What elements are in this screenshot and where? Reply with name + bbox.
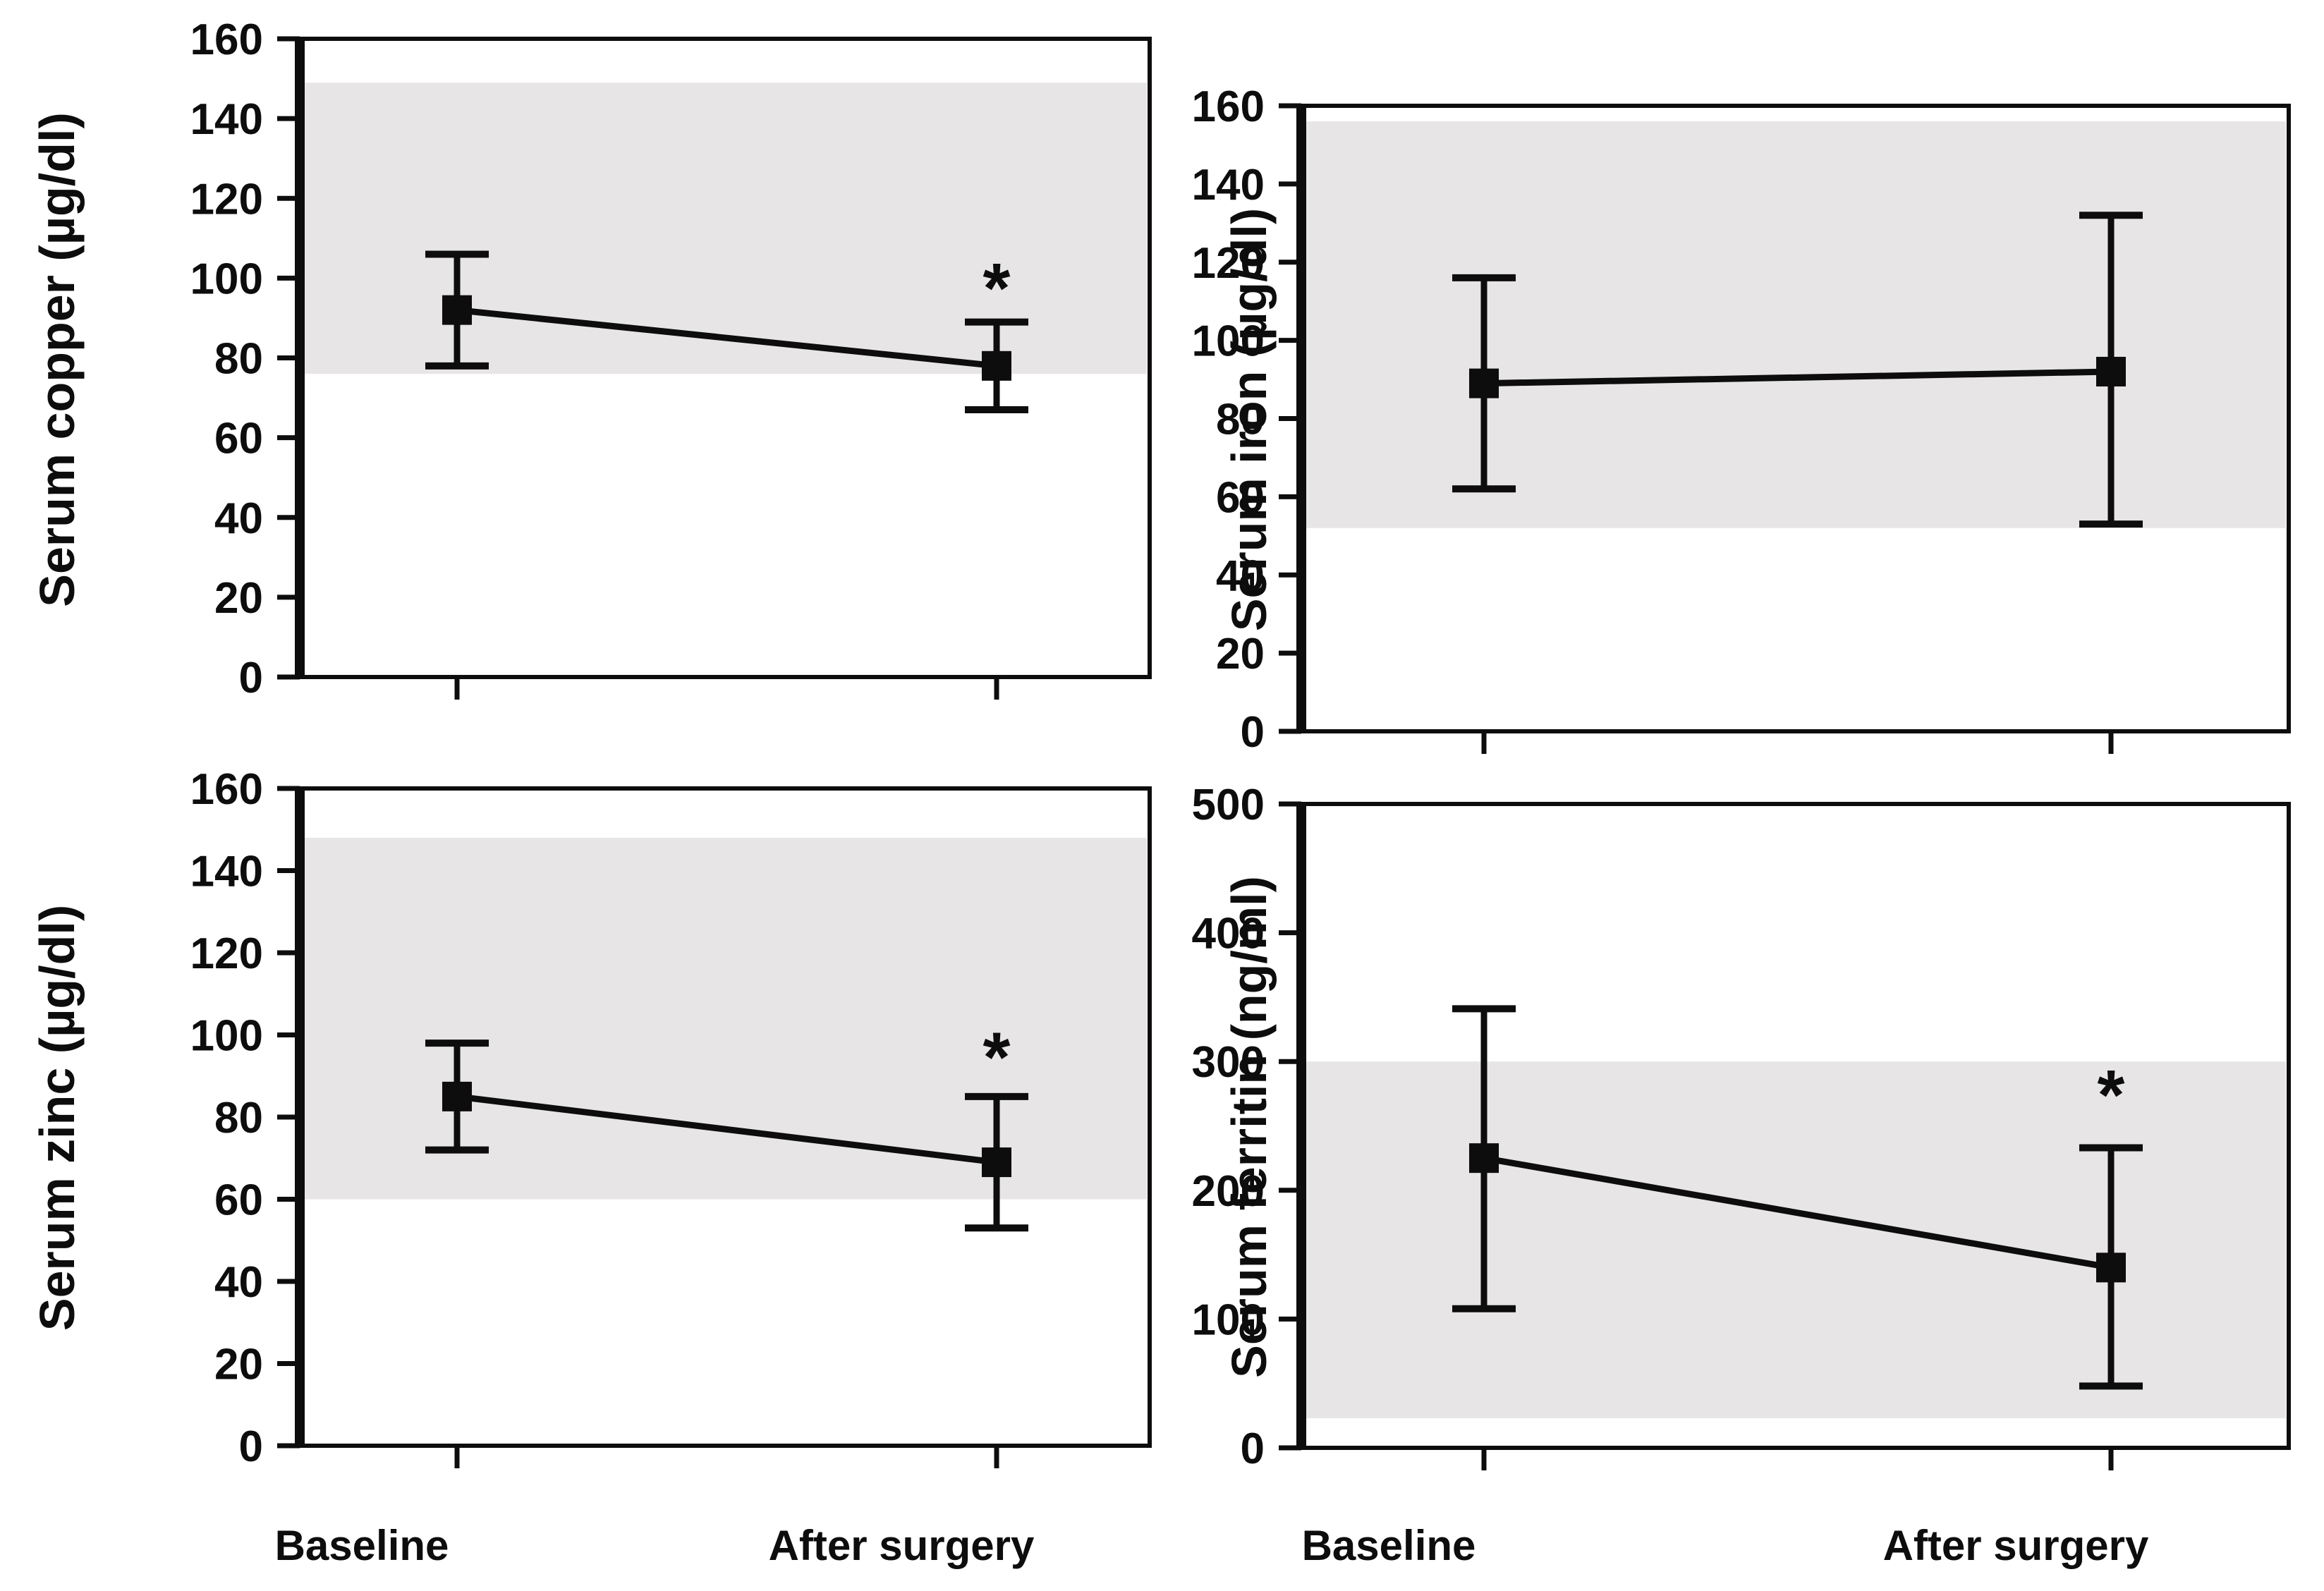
y-tick-label: 100 xyxy=(190,1012,263,1061)
y-tick-label: 0 xyxy=(239,654,263,702)
x-axis-label-after-surgery: After surgery xyxy=(769,1522,1035,1569)
significance-asterisk: * xyxy=(983,1018,1011,1097)
y-axis-title-ferritin: Serum ferritin (ng/ml) xyxy=(1222,876,1277,1378)
x-axis-label-baseline: Baseline xyxy=(275,1522,449,1569)
y-tick-label: 60 xyxy=(214,1176,263,1225)
y-axis-title-copper: Serum copper (µg/dl) xyxy=(30,112,85,607)
y-tick-label: 120 xyxy=(190,175,263,224)
y-tick-label: 80 xyxy=(1216,396,1265,444)
panel-top-right: 0 20 40 60 80 100 120 140 160 xyxy=(1192,83,2291,757)
trend-line xyxy=(1483,368,2112,387)
y-tick-label: 160 xyxy=(190,16,263,64)
panel-bottom-left: 0 20 40 60 80 100 120 140 160 * xyxy=(190,765,1152,1471)
mean-marker xyxy=(442,1081,472,1111)
y-tick-label: 80 xyxy=(214,335,263,384)
y-tick-label: 80 xyxy=(214,1094,263,1142)
trend-line xyxy=(456,307,997,370)
trend-line xyxy=(456,1093,997,1166)
y-tick-label: 120 xyxy=(1192,239,1265,288)
significance-asterisk: * xyxy=(2098,1056,2125,1135)
y-tick-label: 0 xyxy=(1241,1425,1265,1473)
y-tick-label: 160 xyxy=(190,765,263,814)
mean-marker xyxy=(2096,1252,2126,1283)
y-tick-label: 140 xyxy=(190,848,263,896)
y-tick-label: 40 xyxy=(1216,551,1265,600)
y-tick-label: 100 xyxy=(190,255,263,303)
y-axis-title-zinc: Serum zinc (µg/dl) xyxy=(30,905,85,1331)
y-tick-label: 60 xyxy=(214,415,263,463)
x-axis-label-baseline: Baseline xyxy=(1302,1522,1476,1569)
y-tick-label: 0 xyxy=(1241,708,1265,757)
y-tick-label: 20 xyxy=(1216,630,1265,678)
mean-marker xyxy=(2096,356,2126,386)
mean-marker xyxy=(1469,368,1499,398)
y-tick-label: 100 xyxy=(1192,317,1265,366)
reference-range-band xyxy=(303,837,1147,1200)
mean-marker xyxy=(442,295,472,325)
y-tick-label: 120 xyxy=(190,929,263,978)
mean-marker xyxy=(982,350,1011,381)
panel-bottom-right: 0 100 200 300 400 500 * xyxy=(1192,781,2291,1473)
significance-asterisk: * xyxy=(983,249,1011,328)
y-tick-label: 100 xyxy=(1192,1296,1265,1344)
x-axis-label-after-surgery: After surgery xyxy=(1883,1522,2149,1569)
mean-marker xyxy=(1469,1143,1499,1174)
reference-range-band xyxy=(303,83,1147,374)
y-tick-label: 140 xyxy=(1192,161,1265,209)
y-tick-label: 140 xyxy=(190,95,263,144)
y-tick-label: 400 xyxy=(1192,910,1265,958)
mean-marker xyxy=(982,1147,1011,1178)
y-tick-label: 300 xyxy=(1192,1038,1265,1087)
y-tick-label: 60 xyxy=(1216,473,1265,522)
reference-range-band xyxy=(1304,1061,2286,1419)
y-axis-title-iron: Serum iron (µg/dl) xyxy=(1222,208,1277,631)
y-tick-label: 200 xyxy=(1192,1167,1265,1216)
reference-range-band xyxy=(1304,121,2286,528)
y-tick-label: 20 xyxy=(214,1341,263,1389)
y-tick-label: 0 xyxy=(239,1422,263,1471)
y-tick-label: 160 xyxy=(1192,83,1265,131)
panel-top-left: 0 20 40 60 80 100 120 140 160 * xyxy=(190,16,1152,702)
y-tick-label: 500 xyxy=(1192,781,1265,829)
y-tick-label: 40 xyxy=(214,1258,263,1307)
y-tick-label: 20 xyxy=(214,574,263,623)
y-tick-label: 40 xyxy=(214,494,263,543)
trend-line xyxy=(1483,1154,2112,1271)
